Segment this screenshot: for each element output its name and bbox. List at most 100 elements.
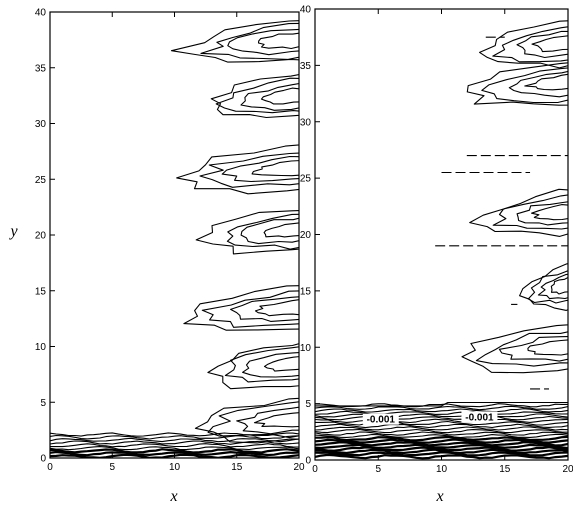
boundary-contour [315,431,568,436]
y-tick-label: 25 [35,175,47,186]
cell-contour [508,70,568,98]
y-tick-label: 5 [305,399,311,410]
boundary-contour [315,433,568,439]
right-contour-panel: 0 5 10 15 20 0 5 10 15 20 25 30 35 40 -0.001 -0.001 x [300,5,573,506]
boundary-contour [315,415,568,421]
cell-contour [183,285,299,331]
boundary-contour [50,443,299,448]
x-tick-label: 15 [499,464,511,475]
y-tick-label: 20 [35,231,47,242]
contour-lines [50,20,299,458]
boundary-contour [50,432,299,437]
cell-contour [201,290,299,328]
cell-contour [200,22,299,60]
contour-label-bg [362,413,399,425]
boundary-contour [315,405,568,411]
x-tick-label: 15 [231,462,243,473]
cell-contour [481,67,568,104]
y-tick-label: 0 [40,454,46,465]
cell-contour [466,62,568,106]
x-tick-label: 20 [562,464,573,475]
cell-contour [254,299,299,317]
cell-contour [524,73,568,91]
cell-contour [195,209,299,255]
cell-contour [492,194,568,230]
cell-contour [221,155,299,183]
boundary-contour [315,435,568,442]
x-tick-label: 10 [436,464,448,475]
cell-contour [210,73,299,119]
cell-contour [260,87,299,105]
cell-contour [531,35,568,53]
cell-contour [253,412,299,428]
y-tick-label: 0 [305,456,311,467]
x-axis-title: x [169,488,177,505]
boundary-contour [50,434,299,440]
cell-contour [215,77,299,114]
cell-contour [251,160,299,177]
y-tick-label: 30 [300,117,312,128]
x-tick-label: 20 [293,462,305,473]
cell-contour [194,397,299,444]
boundary-contour [50,450,299,457]
boundary-contour [50,448,299,454]
cell-contour [527,270,568,304]
left-contour-panel: 0 5 10 15 20 0 5 10 15 20 25 30 35 40 x y [8,8,305,506]
boundary-contour [315,423,568,429]
y-tick-label: 30 [35,119,47,130]
boundary-contour [315,413,568,418]
y-tick-label: 40 [35,8,47,19]
y-tick-label: 15 [300,286,312,297]
cell-contour [236,406,299,435]
boundary-contour [315,418,568,424]
cell-contour [263,222,299,238]
boundary-contour [315,443,568,450]
plot-frame [314,8,569,461]
cell-contour [176,144,299,195]
x-tick-label: 5 [375,464,381,475]
cell-contour [531,204,568,221]
contour-level-label: -0.001 [465,412,494,423]
cell-contour [242,351,299,378]
cell-contour [263,356,299,372]
x-tick-label: 10 [169,462,181,473]
y-tick-label: 40 [300,5,312,16]
boundary-contour [315,410,568,415]
x-tick-label: 0 [312,464,318,475]
cell-contour [475,331,568,367]
cell-contour [199,152,299,188]
contour-level-label: -0.001 [367,415,396,426]
cell-contour [240,82,299,111]
cell-contour [207,343,299,390]
boundary-contour [315,441,568,447]
cell-contour [479,20,568,69]
cell-contour [516,30,568,59]
cell-contour [469,188,568,237]
cell-contour [224,346,299,383]
boundary-contour [315,446,568,452]
cell-contour [240,217,299,245]
boundary-contour [315,426,568,431]
y-tick-label: 35 [300,61,312,72]
y-tick-label: 20 [300,230,312,241]
boundary-contour [315,438,568,444]
x-axis-title: x [435,488,443,505]
cell-contour [207,401,299,439]
cell-contour [537,273,568,300]
boundary-contour [315,428,568,434]
cell-contour [498,336,568,362]
y-tick-label: 25 [300,174,312,185]
y-tick-label: 35 [35,63,47,74]
cell-contour [170,20,299,63]
cell-contour [492,26,568,63]
cell-contour [516,201,568,226]
y-axis-title: y [8,223,18,240]
y-tick-label: 10 [300,343,312,354]
cell-contour [227,28,299,56]
contour-lines [315,20,568,460]
boundary-contour [315,401,568,407]
boundary-contour [315,420,568,426]
y-tick-label: 5 [40,398,46,409]
cell-contour [461,324,568,374]
